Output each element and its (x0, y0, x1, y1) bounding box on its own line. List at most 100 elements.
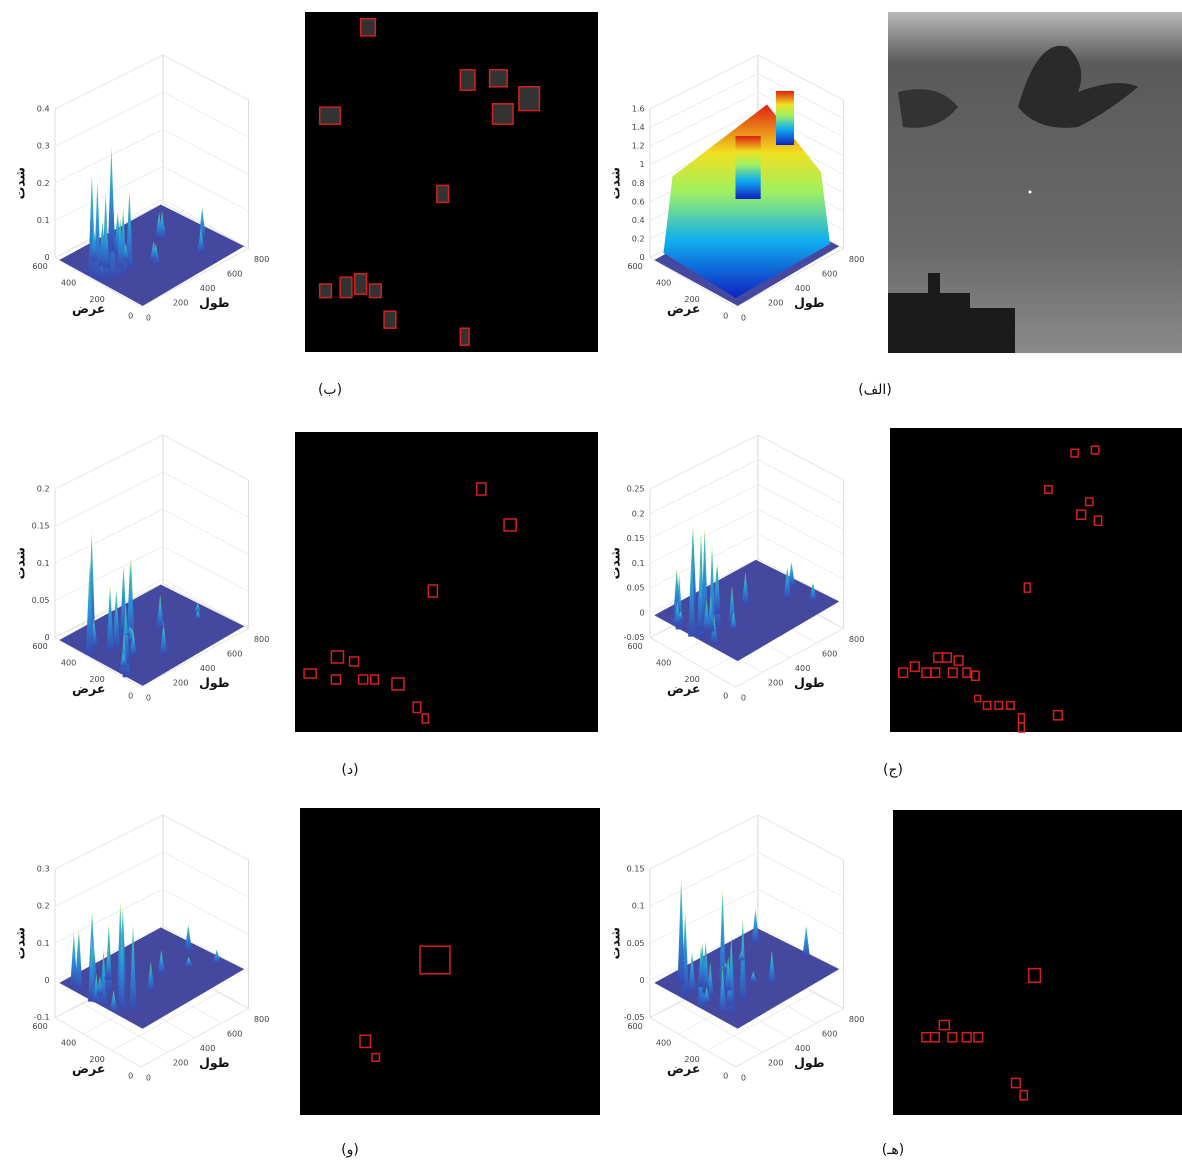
detection-box (460, 70, 475, 90)
z-axis-label: شدت (607, 167, 622, 199)
z-axis-label: شدت (12, 927, 27, 959)
x-tick-label: 400 (795, 1043, 810, 1053)
y-tick-label: 400 (61, 658, 76, 668)
x-tick-label: 600 (227, 1028, 242, 1038)
panel-label: (ب) (318, 382, 342, 398)
z-tick-label: 0.1 (632, 901, 645, 911)
target (1029, 191, 1032, 194)
y-tick-label: 0 (128, 311, 133, 321)
x-tick-label: 0 (146, 312, 151, 322)
surface-plot: -0.100.10.20.302004006008000200400600شدت… (12, 815, 269, 1082)
x-tick-label: 800 (254, 634, 269, 644)
z-tick-label: 0.4 (37, 104, 50, 114)
y-axis-label: عرض (667, 681, 700, 696)
z-tick-label: 0 (44, 975, 49, 985)
x-axis-label: طول (794, 295, 825, 310)
detection-box (437, 185, 449, 202)
x-tick-label: 600 (822, 1028, 837, 1038)
x-tick-label: 200 (173, 298, 188, 308)
x-tick-label: 800 (254, 254, 269, 264)
z-tick-label: 0.25 (627, 484, 645, 494)
surface-peak (776, 91, 794, 145)
x-axis-label: طول (199, 295, 230, 310)
x-tick-label: 200 (768, 678, 783, 688)
z-axis-label: شدت (607, 547, 622, 579)
z-tick-label: 0.15 (32, 521, 50, 531)
x-tick-label: 400 (200, 283, 215, 293)
x-tick-label: 0 (741, 692, 746, 702)
z-tick-label: 1.6 (632, 104, 645, 114)
x-tick-label: 200 (768, 1058, 783, 1068)
panel-label: (هـ) (882, 1142, 904, 1158)
y-axis-label: عرض (72, 1061, 105, 1076)
x-tick-label: 400 (795, 663, 810, 673)
y-axis-label: عرض (667, 1061, 700, 1076)
y-tick-label: 600 (32, 1021, 47, 1031)
x-axis-label: طول (794, 1055, 825, 1070)
z-tick-label: 0.2 (37, 178, 50, 188)
surface-plot: 00.050.10.150.202004006008000200400600شد… (12, 435, 269, 702)
x-tick-label: 800 (849, 634, 864, 644)
z-tick-label: 0.1 (37, 215, 50, 225)
z-tick-label: 0.05 (627, 938, 645, 948)
figure: 00.20.40.60.811.21.41.602004006008000200… (0, 0, 1182, 1164)
z-tick-label: 0.4 (632, 215, 645, 225)
x-axis-label: طول (199, 1055, 230, 1070)
y-tick-label: 400 (61, 278, 76, 288)
x-tick-label: 200 (173, 678, 188, 688)
surface-plot: 00.20.40.60.811.21.41.602004006008000200… (607, 55, 864, 322)
detection-box (320, 107, 341, 124)
y-tick-label: 0 (723, 311, 728, 321)
x-axis-label: طول (199, 675, 230, 690)
y-tick-label: 600 (32, 641, 47, 651)
y-tick-label: 600 (627, 641, 642, 651)
z-tick-label: 0.2 (37, 484, 50, 494)
panel-label: (د) (341, 762, 358, 778)
z-tick-label: 0.2 (37, 901, 50, 911)
z-tick-label: 0.3 (37, 141, 50, 151)
x-tick-label: 200 (173, 1058, 188, 1068)
x-axis-label: طول (794, 675, 825, 690)
z-tick-label: 0.15 (627, 864, 645, 874)
z-axis-label: شدت (607, 927, 622, 959)
z-tick-label: 0.15 (627, 533, 645, 543)
surface-peak (736, 136, 761, 199)
z-tick-label: 0.6 (632, 196, 645, 206)
x-tick-label: 600 (227, 648, 242, 658)
detection-box (490, 70, 508, 87)
y-tick-label: 0 (128, 1071, 133, 1081)
y-tick-label: 600 (627, 1021, 642, 1031)
z-tick-label: 1.4 (632, 122, 645, 132)
y-tick-label: 400 (656, 658, 671, 668)
x-tick-label: 600 (227, 268, 242, 278)
z-tick-label: 0.8 (632, 178, 645, 188)
x-tick-label: 400 (200, 663, 215, 673)
x-tick-label: 0 (741, 1072, 746, 1082)
x-tick-label: 800 (849, 254, 864, 264)
detection-box (369, 284, 381, 298)
y-axis-label: عرض (667, 301, 700, 316)
y-tick-label: 600 (32, 261, 47, 271)
z-tick-label: 0.2 (632, 233, 645, 243)
y-tick-label: 400 (61, 1038, 76, 1048)
z-tick-label: 1 (639, 159, 644, 169)
z-tick-label: 0.3 (37, 864, 50, 874)
y-tick-label: 0 (723, 1071, 728, 1081)
panel-label: (الف) (858, 382, 892, 398)
y-tick-label: 0 (128, 691, 133, 701)
y-tick-label: 600 (627, 261, 642, 271)
surface-plot: -0.0500.050.10.1502004006008000200400600… (607, 815, 864, 1082)
detection-image (890, 428, 1182, 732)
z-tick-label: 0.05 (627, 583, 645, 593)
z-tick-label: 0.1 (37, 938, 50, 948)
detection-box (460, 328, 469, 345)
x-tick-label: 600 (822, 268, 837, 278)
z-tick-label: 0 (639, 607, 644, 617)
detection-image (305, 12, 598, 352)
z-axis-label: شدت (12, 547, 27, 579)
x-tick-label: 800 (254, 1014, 269, 1024)
detection-image (893, 810, 1182, 1115)
z-tick-label: 0.05 (32, 595, 50, 605)
z-tick-label: 0.2 (632, 508, 645, 518)
detection-box (384, 311, 396, 328)
